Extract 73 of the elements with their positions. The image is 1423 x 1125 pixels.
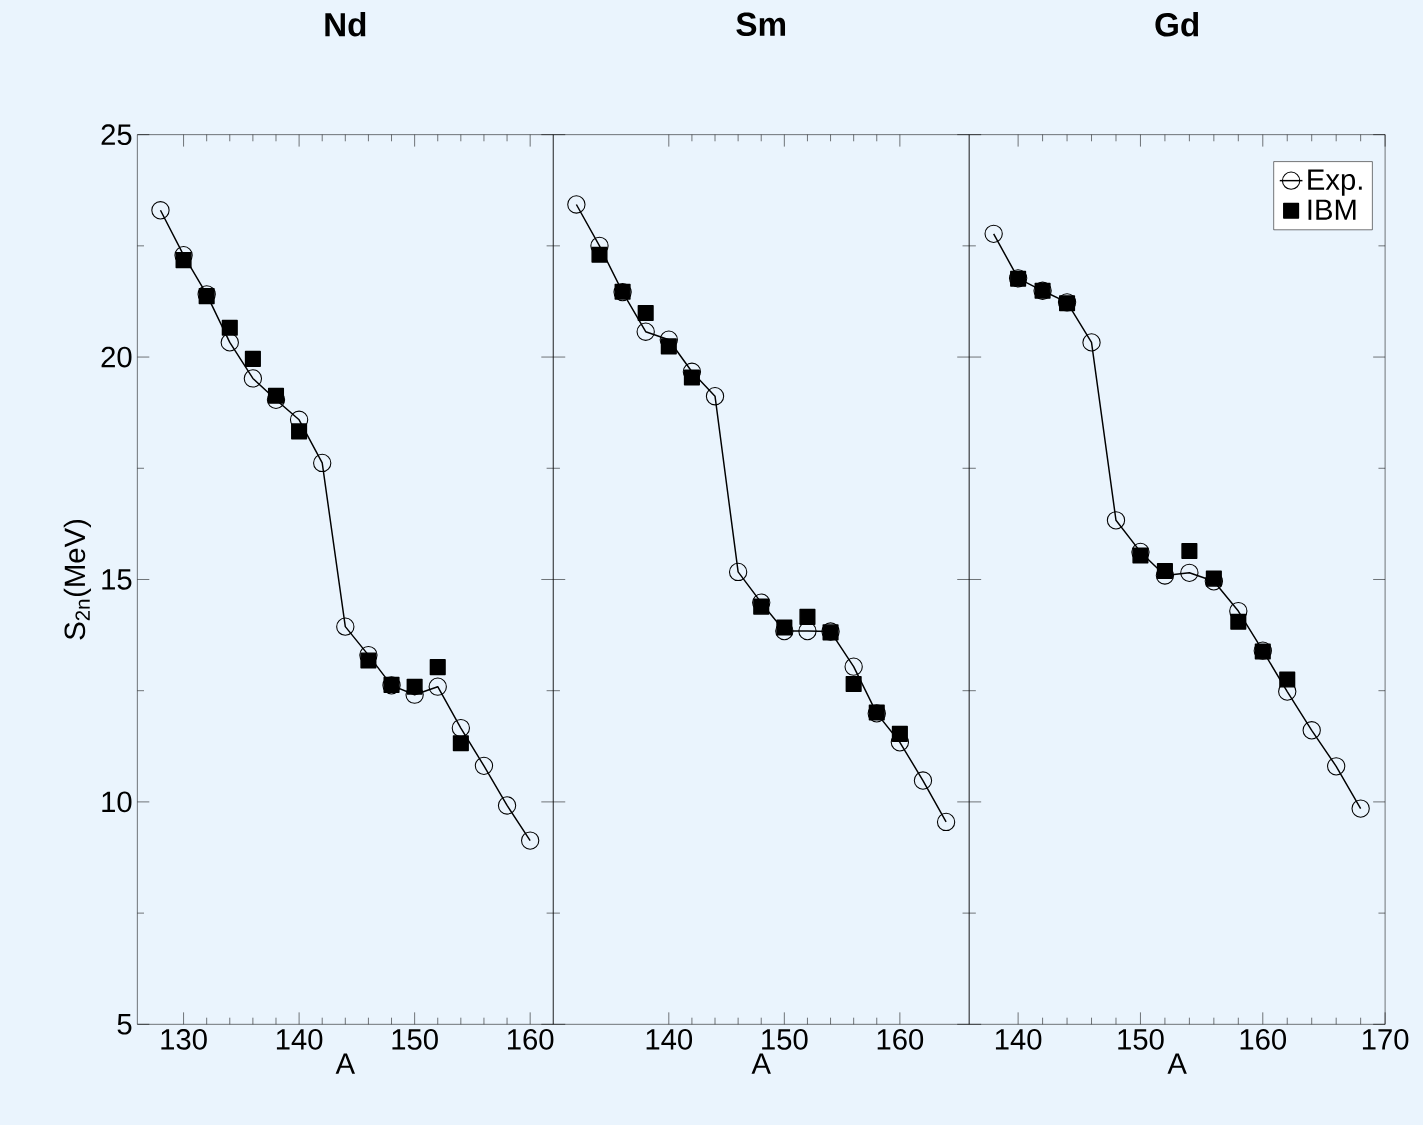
point bbox=[776, 619, 793, 636]
point bbox=[313, 453, 332, 473]
x-axis-title: A bbox=[751, 1053, 771, 1074]
y-axis-title: S$_{2n}$(MeV) bbox=[63, 519, 91, 640]
point bbox=[567, 195, 586, 214]
point bbox=[799, 608, 816, 625]
point bbox=[753, 598, 770, 615]
point bbox=[267, 387, 285, 404]
point bbox=[1106, 511, 1126, 530]
point bbox=[291, 423, 308, 440]
x-tick-label: 140 bbox=[276, 1028, 323, 1050]
point bbox=[428, 677, 447, 696]
point bbox=[1302, 721, 1321, 740]
legend-label: Exp. bbox=[1308, 169, 1362, 196]
point bbox=[845, 675, 862, 693]
point bbox=[497, 796, 517, 815]
point bbox=[636, 322, 655, 341]
point bbox=[1181, 542, 1198, 560]
point bbox=[1205, 570, 1222, 587]
x-tick-label: 170 bbox=[1362, 1028, 1409, 1050]
point bbox=[1351, 799, 1370, 818]
point bbox=[1132, 547, 1149, 564]
x-axis-title: A bbox=[1167, 1053, 1187, 1074]
legend-label: IBM bbox=[1308, 199, 1356, 220]
point bbox=[1082, 333, 1101, 352]
point bbox=[728, 562, 748, 582]
chart-title: Nd bbox=[325, 12, 366, 37]
y-tick-label: 10 bbox=[102, 791, 132, 813]
x-tick-label: 150 bbox=[762, 1028, 808, 1050]
x-tick-label: 160 bbox=[507, 1028, 554, 1050]
point bbox=[336, 617, 355, 636]
point bbox=[913, 771, 933, 790]
y-tick-label: 5 bbox=[117, 1014, 132, 1035]
point bbox=[660, 338, 677, 355]
point bbox=[452, 735, 469, 752]
point bbox=[984, 224, 1003, 243]
point bbox=[1230, 613, 1247, 630]
chart-title: Gd bbox=[1155, 12, 1199, 37]
x-tick-label: 130 bbox=[161, 1028, 207, 1050]
point bbox=[451, 718, 471, 738]
point bbox=[151, 201, 170, 220]
x-tick-label: 160 bbox=[1240, 1028, 1287, 1050]
point bbox=[1279, 671, 1296, 688]
chart-title: Sm bbox=[736, 12, 786, 37]
x-tick-label: 160 bbox=[877, 1028, 924, 1050]
x-axis-title: A bbox=[335, 1053, 356, 1074]
y-tick-label: 25 bbox=[101, 124, 132, 145]
point bbox=[705, 387, 725, 406]
point bbox=[175, 252, 192, 269]
point bbox=[221, 319, 238, 336]
x-tick-label: 150 bbox=[1118, 1028, 1164, 1050]
point bbox=[406, 678, 423, 695]
x-tick-label: 140 bbox=[995, 1028, 1042, 1050]
point bbox=[891, 725, 908, 742]
point bbox=[844, 657, 863, 676]
point bbox=[1156, 562, 1173, 580]
point bbox=[591, 246, 608, 263]
point bbox=[936, 812, 956, 832]
x-tick-label: 150 bbox=[392, 1028, 438, 1050]
point bbox=[683, 369, 700, 386]
point bbox=[429, 659, 446, 676]
point bbox=[244, 350, 261, 367]
y-tick-label: 15 bbox=[102, 569, 132, 590]
point bbox=[474, 756, 494, 776]
point bbox=[1180, 563, 1199, 582]
point bbox=[220, 333, 239, 352]
y-tick-label: 20 bbox=[101, 346, 132, 368]
point bbox=[243, 369, 263, 388]
point bbox=[520, 831, 540, 850]
x-tick-label: 140 bbox=[646, 1028, 693, 1050]
point bbox=[360, 652, 377, 669]
point bbox=[1327, 757, 1346, 776]
point bbox=[637, 304, 654, 322]
